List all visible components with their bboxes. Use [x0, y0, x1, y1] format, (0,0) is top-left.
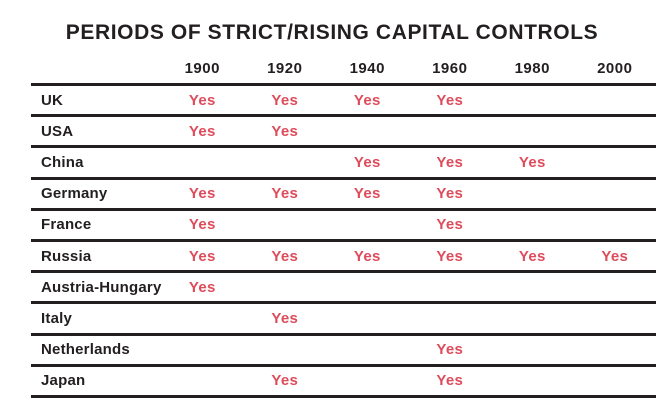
yes-cell: Yes: [188, 247, 216, 265]
yes-cell: Yes: [188, 216, 216, 234]
country-label: Netherlands: [41, 341, 130, 359]
year-column-header: 1920: [267, 60, 303, 77]
country-label: Italy: [41, 309, 73, 327]
country-label: USA: [41, 122, 74, 140]
yes-cell: Yes: [271, 185, 299, 203]
yes-cell: Yes: [271, 247, 299, 265]
yes-cell: Yes: [271, 122, 299, 140]
yes-cell: Yes: [271, 372, 299, 390]
table-row: Italy Yes: [31, 304, 656, 336]
yes-cell: Yes: [188, 185, 216, 203]
year-column-header: 1940: [349, 60, 385, 77]
table-row: Russia Yes Yes Yes Yes Yes Yes: [31, 242, 656, 274]
yes-cell: Yes: [436, 185, 464, 203]
country-label: UK: [41, 91, 64, 109]
yes-cell: Yes: [518, 247, 546, 265]
country-label: Japan: [41, 372, 86, 390]
capital-controls-table: 1900 1920 1940 1960 1980 2000 UK Yes Yes Yes Yes U…: [31, 54, 656, 398]
table-row: Germany Yes Yes Yes Yes: [31, 180, 656, 211]
table-row: Japan Yes Yes: [31, 367, 656, 398]
table-row: USA Yes Yes: [31, 117, 656, 149]
country-label: Austria-Hungary: [41, 278, 162, 296]
page-title: PERIODS OF STRICT/RISING CAPITAL CONTROL…: [65, 21, 599, 44]
table-row: Austria-Hungary Yes: [31, 273, 656, 305]
country-label: France: [41, 216, 92, 234]
yes-cell: Yes: [353, 247, 381, 265]
yes-cell: Yes: [601, 247, 629, 265]
table-row: France Yes Yes: [31, 211, 656, 242]
yes-cell: Yes: [436, 247, 464, 265]
country-label: China: [41, 153, 84, 171]
yes-cell: Yes: [188, 278, 216, 296]
yes-cell: Yes: [353, 153, 381, 171]
year-column-header: 2000: [597, 60, 633, 77]
table-row: China Yes Yes Yes: [31, 148, 656, 180]
table-row: UK Yes Yes Yes Yes: [31, 86, 656, 118]
yes-cell: Yes: [518, 153, 546, 171]
yes-cell: Yes: [353, 91, 381, 109]
country-label: Germany: [41, 185, 108, 203]
yes-cell: Yes: [353, 185, 381, 203]
yes-cell: Yes: [271, 91, 299, 109]
country-label: Russia: [41, 247, 92, 265]
yes-cell: Yes: [436, 91, 464, 109]
yes-cell: Yes: [436, 216, 464, 234]
year-column-header: 1900: [184, 60, 220, 77]
yes-cell: Yes: [436, 153, 464, 171]
table-header-row: 1900 1920 1940 1960 1980 2000: [31, 54, 656, 86]
yes-cell: Yes: [188, 91, 216, 109]
year-column-header: 1980: [514, 60, 550, 77]
year-column-header: 1960: [432, 60, 468, 77]
table-row: Netherlands Yes: [31, 336, 656, 367]
yes-cell: Yes: [436, 341, 464, 359]
yes-cell: Yes: [436, 372, 464, 390]
yes-cell: Yes: [271, 309, 299, 327]
yes-cell: Yes: [188, 122, 216, 140]
